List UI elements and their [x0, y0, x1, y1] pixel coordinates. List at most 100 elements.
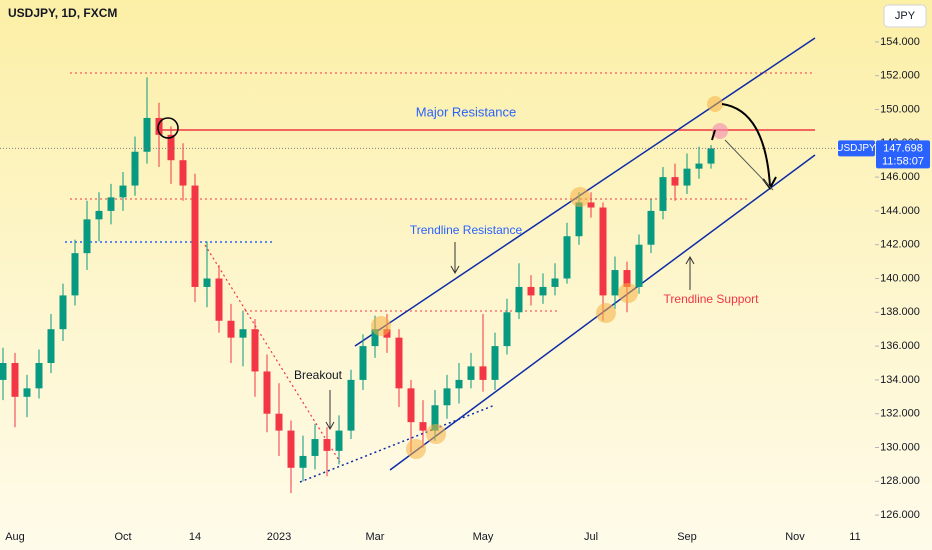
candle-body [251, 329, 259, 372]
pointer-arrow-head [450, 265, 460, 275]
x-tick-label: 11 [849, 531, 860, 543]
x-tick-label: Nov [785, 531, 805, 543]
projection-arrow [724, 139, 774, 191]
marker-circle [371, 316, 391, 336]
candle-body [203, 278, 211, 287]
x-tick-label: Mar [366, 531, 385, 543]
pointer-arrow-head [325, 421, 335, 431]
candle-body [107, 197, 115, 211]
candle-body [623, 270, 631, 287]
annotation: Trendline Resistance [410, 223, 523, 237]
marker-circle [596, 303, 616, 323]
x-tick-label: Oct [114, 531, 131, 543]
candle-body [359, 346, 367, 380]
x-tick-label: Aug [5, 531, 25, 543]
x-tick-label: Sep [677, 531, 697, 543]
candle-body [167, 134, 175, 161]
candle-body [695, 163, 703, 169]
candle-body [611, 270, 619, 296]
candle-body [587, 202, 595, 208]
countdown-label: 11:58:07 [882, 155, 924, 167]
marker-circle [707, 96, 723, 112]
candle-body [131, 151, 139, 186]
candle-body [431, 405, 439, 431]
candle-body [479, 366, 487, 380]
candle-body [179, 160, 187, 186]
candle-body [671, 177, 679, 186]
candle-body [659, 177, 667, 211]
y-tick-label: 138.000 [880, 306, 920, 318]
candle-body [323, 439, 331, 451]
candle-body [119, 185, 127, 198]
candle-body [335, 430, 343, 451]
x-tick-label: May [473, 531, 494, 543]
candle-body [215, 278, 223, 321]
candle-body [551, 278, 559, 287]
candle-body [95, 210, 103, 220]
symbol-label: USDJPY [836, 143, 876, 154]
y-tick-label: 150.000 [880, 103, 920, 115]
y-tick-label: 134.000 [880, 374, 920, 386]
marker-circle [570, 187, 590, 207]
candle-body [83, 219, 91, 254]
y-tick-label: 130.000 [880, 441, 920, 453]
annotation: Breakout [294, 368, 343, 382]
symbol-tag [838, 140, 875, 157]
candle-body [35, 363, 43, 389]
marker-circle [157, 117, 179, 139]
markers [157, 96, 777, 459]
candles [0, 77, 875, 494]
y-tick-label: 154.000 [880, 36, 920, 48]
candle-body [503, 312, 511, 347]
annotation: Trendline Support [664, 292, 760, 306]
price-tag [876, 140, 930, 169]
marker-circle [406, 439, 426, 459]
y-tick-label: 146.000 [880, 171, 920, 183]
marker-circle [618, 283, 638, 303]
candle-body [59, 295, 67, 330]
candle-body [227, 320, 235, 338]
forecast-stub [711, 129, 716, 141]
candle-body [0, 363, 7, 380]
pointer-arrow-head [685, 255, 695, 265]
y-tick-label: 128.000 [880, 475, 920, 487]
marker-circle [712, 123, 728, 139]
candle-body [647, 210, 655, 245]
candle-body [539, 286, 547, 296]
y-tick-label: 132.000 [880, 408, 920, 420]
candle-body [155, 117, 163, 135]
forecast-arrow [721, 103, 771, 187]
candle-body [263, 371, 271, 414]
candle-body [23, 388, 31, 397]
currency-button[interactable] [883, 4, 927, 28]
candle-body [143, 117, 151, 152]
candle-body [71, 253, 79, 296]
candle-body [287, 430, 295, 468]
y-tick-label: 142.000 [880, 239, 920, 251]
candle-body [443, 388, 451, 406]
candle-body [491, 346, 499, 380]
currency-label[interactable]: JPY [895, 10, 916, 22]
candle-body [191, 185, 199, 287]
marker-circle [426, 424, 446, 444]
candle-body [407, 388, 415, 423]
price-label: 147.698 [883, 142, 923, 154]
candle-body [395, 337, 403, 389]
candle-body [275, 413, 283, 431]
candle-body [527, 286, 535, 296]
candle-body [419, 422, 427, 431]
y-tick-label: 136.000 [880, 340, 920, 352]
y-tick-label: 144.000 [880, 205, 920, 217]
chart-title: USDJPY, 1D, FXCM [8, 6, 117, 20]
candle-body [707, 148, 715, 164]
candle-body [311, 439, 319, 456]
y-tick-label: 126.000 [880, 509, 920, 521]
candle-body [563, 236, 571, 279]
candle-body [635, 244, 643, 287]
candle-body [455, 379, 463, 389]
candle-body [299, 455, 307, 468]
candle-body [467, 366, 475, 380]
candle-body [371, 329, 379, 347]
